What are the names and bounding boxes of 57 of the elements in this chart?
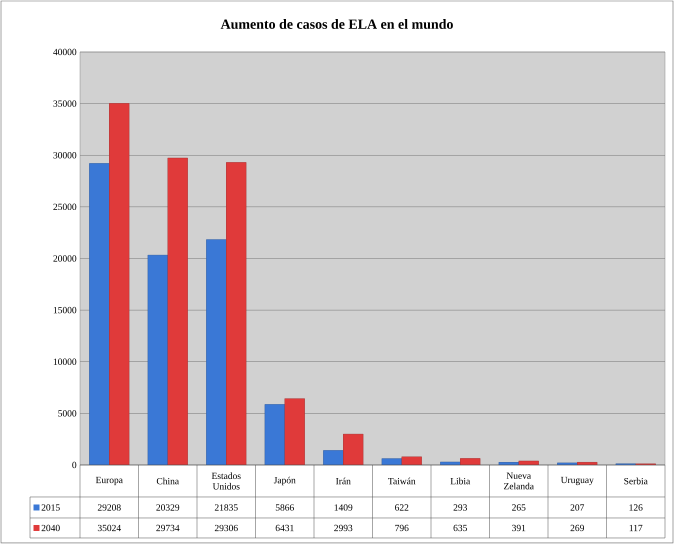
bar — [148, 254, 168, 465]
bar — [89, 163, 110, 465]
data-label: 21835 — [214, 504, 238, 511]
y-tick-label: 0 — [72, 462, 76, 468]
bar — [168, 158, 188, 465]
x-tick-label: Taiwán — [388, 478, 416, 484]
data-label: 635 — [454, 524, 467, 532]
data-label: 269 — [570, 524, 584, 532]
data-label: 293 — [454, 504, 467, 511]
legend-label: 2015 — [42, 504, 60, 511]
data-label: 29734 — [156, 524, 180, 532]
data-label: 117 — [630, 524, 642, 532]
data-label: 5866 — [276, 504, 294, 511]
bar — [226, 162, 246, 465]
x-tick-label: Libia — [450, 478, 470, 484]
data-label: 265 — [512, 504, 526, 511]
x-tick-label: Irán — [336, 478, 351, 484]
bar — [323, 450, 344, 465]
data-label: 207 — [570, 504, 584, 511]
bar — [206, 239, 226, 465]
bar — [284, 398, 305, 465]
data-label: 29208 — [98, 504, 121, 511]
data-label: 796 — [395, 524, 409, 532]
bar — [382, 458, 402, 465]
legend-label: 2040 — [42, 524, 60, 532]
data-label: 35024 — [98, 524, 121, 532]
y-tick-label: 30000 — [53, 152, 76, 158]
y-tick-label: 5000 — [58, 410, 76, 417]
x-tick-label: Serbia — [624, 478, 648, 484]
bar — [109, 103, 130, 465]
x-tick-label: Nueva Zelanda — [504, 472, 534, 490]
x-tick-label: China — [156, 478, 179, 484]
y-tick-label: 25000 — [53, 204, 76, 210]
bar — [343, 434, 364, 465]
y-tick-label: 20000 — [53, 255, 76, 262]
y-tick-label: 10000 — [54, 358, 76, 365]
bar — [460, 458, 480, 465]
y-tick-label: 40000 — [53, 48, 76, 56]
y-tick-label: 35000 — [53, 100, 76, 107]
bar — [264, 404, 285, 465]
data-label: 29306 — [214, 524, 238, 532]
data-label: 20329 — [156, 504, 180, 511]
x-tick-label: Japón — [274, 476, 296, 486]
x-tick-label: Uruguay — [560, 476, 594, 486]
data-label: 2993 — [334, 524, 352, 532]
y-tick-label: 15000 — [54, 306, 76, 314]
data-label: 126 — [629, 504, 643, 511]
data-label: 391 — [512, 524, 526, 532]
x-tick-label: Estados Unidos — [212, 472, 241, 490]
chart-title: Aumento de casos de ELA en el mundo — [220, 19, 453, 29]
bar — [518, 460, 539, 465]
data-label: 622 — [395, 504, 408, 511]
bar — [402, 456, 422, 465]
data-label: 6431 — [276, 524, 294, 532]
bar — [440, 462, 460, 465]
data-label: 1409 — [334, 504, 352, 511]
x-tick-label: Europa — [96, 476, 123, 486]
